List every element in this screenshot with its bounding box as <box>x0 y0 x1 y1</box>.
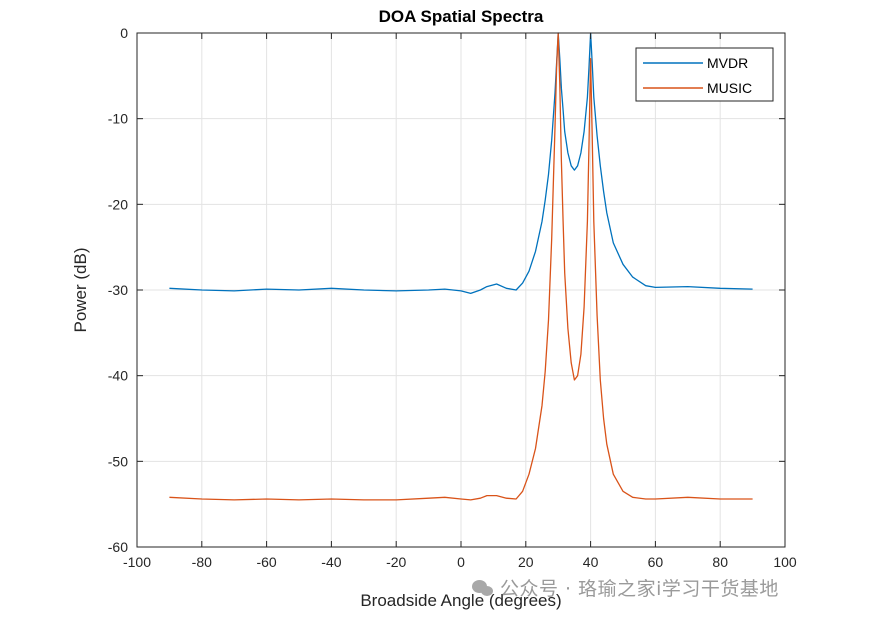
y-tick-label: -10 <box>108 111 128 127</box>
x-tick-label: -40 <box>321 554 341 570</box>
x-tick-label: 40 <box>583 554 599 570</box>
series-layer <box>169 32 753 501</box>
grid <box>137 33 785 547</box>
x-tick-label: -80 <box>192 554 212 570</box>
x-tick-label: 60 <box>648 554 664 570</box>
x-tick-label: 20 <box>518 554 534 570</box>
watermark: 公众号 · 珞瑜之家i学习干货基地 <box>472 574 779 601</box>
legend-label-music: MUSIC <box>707 80 752 96</box>
x-tick-label: 100 <box>773 554 797 570</box>
y-tick-label: 0 <box>120 25 128 41</box>
chart-title: DOA Spatial Spectra <box>379 7 544 26</box>
x-tick-label: -20 <box>386 554 406 570</box>
watermark-text: 公众号 · 珞瑜之家i学习干货基地 <box>500 578 779 600</box>
series-line-music <box>169 32 753 501</box>
legend-box <box>635 47 774 102</box>
legend-label-mvdr: MVDR <box>707 55 748 71</box>
y-tick-label: -30 <box>108 282 128 298</box>
x-tick-label: 0 <box>457 554 465 570</box>
y-tick-label: -60 <box>108 539 128 555</box>
x-tick-label: -60 <box>256 554 276 570</box>
y-tick-label: -50 <box>108 453 128 469</box>
y-tick-label: -40 <box>108 368 128 384</box>
wechat-icon <box>472 579 494 597</box>
y-axis-label: Power (dB) <box>71 247 90 332</box>
x-tick-label: -100 <box>123 554 151 570</box>
x-tick-label: 80 <box>712 554 728 570</box>
x-axis-label: Broadside Angle (degrees) <box>360 591 561 610</box>
y-tick-label: -20 <box>108 196 128 212</box>
legend: MVDR MUSIC <box>635 47 774 102</box>
ticks: -100 -80 -60 -40 -20 0 20 40 60 80 100 0 -10 -20 -30 -4… <box>108 25 797 570</box>
